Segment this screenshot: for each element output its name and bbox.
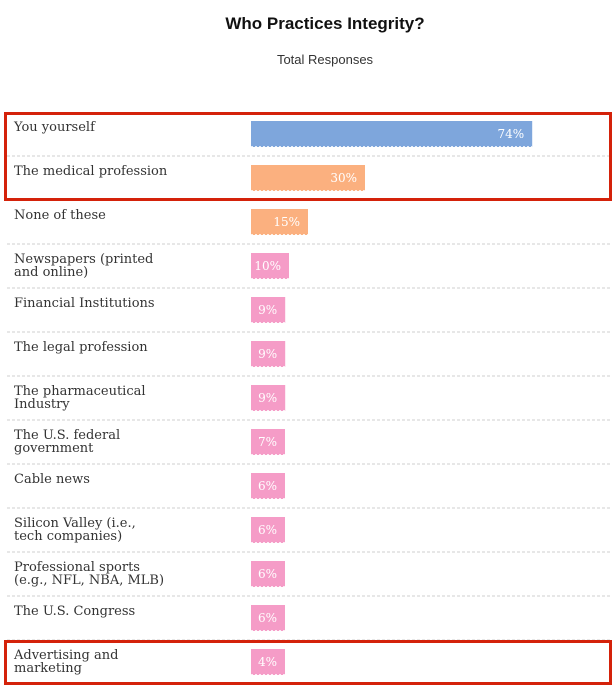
bar-value-label: 6% [258,479,277,493]
category-label: The legal profession [14,340,148,355]
bar [251,429,285,455]
bar-value-label: 15% [273,215,300,229]
category-label: None of these [14,208,106,223]
bar [251,253,289,279]
highlight-box [4,640,612,685]
bar-value-label: 9% [258,391,277,405]
bar-value-label: 10% [254,259,281,273]
bar-value-label: 9% [258,303,277,317]
category-label: Financial Institutions [14,296,155,311]
bar [251,297,286,323]
bar [251,605,285,631]
bar-value-label: 6% [258,611,277,625]
bar [251,209,308,235]
bar [251,341,286,367]
chart-subtitle: Total Responses [276,52,374,67]
bar [251,561,285,587]
category-label: The medical profession [14,164,168,179]
bar-value-label: 6% [258,567,277,581]
category-label: You yourself [13,120,96,135]
category-label: Professional sports (e.g., NFL, NBA, MLB) [14,560,164,588]
bar [251,473,285,499]
bar [251,385,286,411]
category-label: Silicon Valley (i.e., tech companies) [14,516,136,544]
bar-value-label: 9% [258,347,277,361]
category-label: The pharmaceutical Industry [14,384,146,412]
bar-value-label: 6% [258,523,277,537]
chart-title: Who Practices Integrity? [225,14,425,33]
bar [251,649,285,675]
category-label: The U.S. federal government [14,428,120,456]
highlight-box [4,112,612,201]
category-label: Advertising and marketing [13,648,118,676]
category-label: Newspapers (printed and online) [14,252,153,280]
bar-value-label: 74% [498,127,525,141]
category-label: The U.S. Congress [14,604,135,619]
bar [251,121,533,147]
bar-value-label: 7% [258,435,277,449]
bar-value-label: 30% [330,171,357,185]
bar-value-label: 4% [258,655,277,669]
bar [251,517,285,543]
category-label: Cable news [14,472,90,487]
bar [251,165,365,191]
